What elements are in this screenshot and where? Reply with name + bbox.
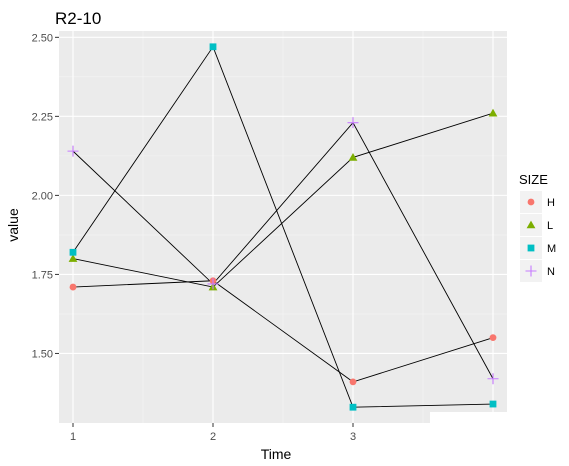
watermark-cover: [430, 412, 569, 466]
legend-marker-N: [525, 265, 537, 277]
legend-marker-H: [527, 198, 535, 206]
legend-label-L: L: [547, 220, 553, 232]
data-point-L: [68, 254, 78, 262]
series-line-H: [72, 280, 494, 383]
y-tick-label: 1.75: [32, 269, 53, 281]
y-axis: 1.50 1.75 2.00 2.25 2.50: [32, 32, 59, 360]
data-point-M: [489, 400, 497, 408]
series-line-L: [72, 112, 494, 288]
data-point-N: [487, 373, 499, 385]
x-tick-label: 1: [70, 431, 76, 443]
x-tick-label: 3: [350, 431, 356, 443]
data-point-H: [69, 283, 77, 291]
data-point-M: [349, 403, 357, 411]
data-point-L: [488, 108, 498, 117]
data-point-N: [207, 278, 219, 290]
y-tick-label: 2.00: [32, 190, 53, 202]
y-tick-label: 2.50: [32, 32, 53, 44]
x-tick-label: 2: [210, 431, 216, 443]
data-point-N: [67, 145, 79, 157]
series-line-M: [72, 45, 494, 408]
data-point-L: [348, 153, 358, 161]
legend-label-M: M: [547, 243, 556, 255]
data-point-H: [489, 334, 497, 342]
data-point-H: [349, 378, 357, 386]
x-axis-title: Time: [261, 446, 292, 462]
data-point-M: [209, 43, 217, 51]
series-lines: [72, 45, 494, 408]
y-tick-label: 2.25: [32, 111, 53, 123]
series-markers: [67, 43, 499, 411]
data-point-M: [69, 248, 77, 256]
legend-label-H: H: [547, 197, 555, 209]
chart-title: R2-10: [55, 9, 101, 28]
legend-marker-L: [526, 220, 536, 229]
y-axis-title: value: [5, 208, 21, 242]
series-line-N: [72, 121, 494, 379]
legend-title: SIZE: [519, 172, 548, 187]
y-tick-label: 1.50: [32, 348, 53, 360]
data-point-N: [347, 117, 359, 129]
legend-label-N: N: [547, 266, 555, 278]
legend-marker-M: [527, 244, 535, 252]
grid-major: [59, 31, 507, 423]
